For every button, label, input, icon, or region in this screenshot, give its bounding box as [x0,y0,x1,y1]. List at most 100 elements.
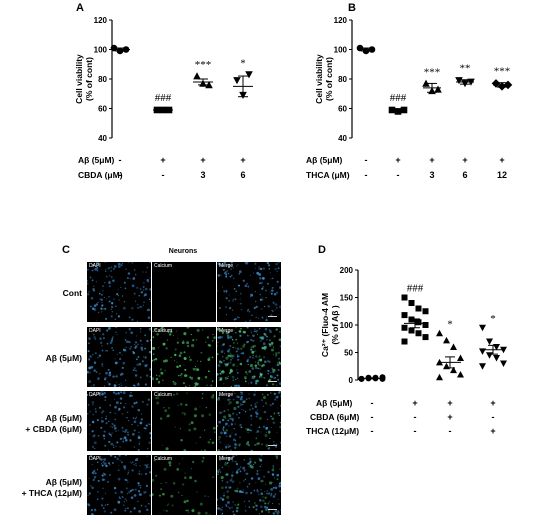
micrograph-row-label: Aβ (5μM) [12,353,82,364]
row-label-line1: Aβ (5μM) [45,413,82,423]
micrograph-tile: Calcium [152,455,216,515]
micrograph-texture [87,327,151,387]
micrograph-header: Neurons [168,248,198,255]
data-point [479,324,486,332]
condition-symbol: 6 [462,170,468,180]
y-tick-label: 120 [94,16,108,25]
cond-a-cbda-label: CBDA (μM) [78,170,123,180]
micrograph-tile: Merge [217,455,281,515]
data-point [500,360,507,367]
y-tick-label: 0 [349,376,354,385]
y-axis-label: Cell viability [314,54,324,104]
data-point [233,77,241,85]
y-tick-label: 40 [338,134,347,143]
significance-marker: ### [155,92,172,104]
y-axis-label-unit: (% of Aβ ) [330,305,340,345]
condition-symbol: + [240,155,246,165]
condition-symbol: - [118,170,122,180]
scale-bar [268,316,277,317]
micrograph-row-label: Cont [12,288,82,299]
y-tick-label: 80 [338,75,347,84]
condition-symbol: - [448,426,452,436]
data-point [486,352,493,359]
micrograph-texture [217,455,281,515]
data-point [457,354,464,361]
row-label-line1: Cont [62,288,82,298]
condition-symbol: - [118,155,122,165]
significance-marker: ### [407,283,424,295]
condition-symbol: + [462,155,468,165]
significance-marker: * [490,313,496,325]
micrograph-texture [217,391,281,451]
significance-marker: *** [494,66,511,78]
chart-b: 40 60 80 100 120 Cell viability (% of cont) ###… [314,16,513,143]
cond-b-thca-label: THCA (μM) [306,170,350,180]
data-point [408,316,415,323]
chart-a: 40 60 80 100 120 Cell viability (% of cont) ###… [74,16,253,143]
cond-b-abeta-label: Aβ (5μM) [306,155,343,165]
condition-symbol: - [364,170,368,180]
micrograph-texture [87,455,151,515]
y-tick-label: 40 [98,134,107,143]
condition-symbol: + [447,412,453,422]
y-tick-label: 50 [344,349,353,358]
condition-symbol: - [364,155,368,165]
data-point [401,312,408,319]
data-point [422,308,429,315]
row-label-line1: Aβ (5μM) [45,477,82,487]
condition-symbol: + [395,155,401,165]
micrograph-tile: DAPI [87,262,151,322]
scale-bar [268,445,277,446]
micrograph-tile: Merge [217,391,281,451]
data-point [401,338,408,345]
micrograph-texture [87,391,151,451]
data-point [450,343,457,350]
tile-channel-label: Merge [219,456,234,462]
micrograph-texture [217,262,281,322]
row-label-line2: + CBDA (6μM) [25,424,82,434]
y-axis-label-unit: (% of cont) [84,57,94,101]
data-point [205,81,213,89]
significance-marker: ### [390,92,407,104]
data-point [358,375,365,382]
condition-symbol: 12 [496,170,507,180]
micrograph-texture [217,327,281,387]
significance-marker: *** [195,59,212,71]
condition-symbol: 3 [429,170,435,180]
y-tick-label: 80 [98,75,107,84]
tile-channel-label: Calcium [154,392,173,398]
y-tick-label: 60 [338,105,347,114]
micrograph-texture [152,455,214,515]
scale-bar [268,509,277,510]
tile-channel-label: DAPI [89,328,101,334]
condition-symbol: - [396,170,400,180]
data-point [457,371,464,378]
y-tick-label: 150 [340,294,354,303]
condition-symbol: + [412,398,418,408]
condition-symbol: - [413,426,417,436]
data-point [408,327,415,334]
y-tick-label: 100 [334,46,348,55]
data-point [422,334,429,341]
data-point [245,71,253,79]
data-point [443,336,450,344]
tile-channel-label: Merge [219,263,234,269]
cond-d-abeta-label: Aβ (5μM) [316,398,353,408]
condition-symbol: + [160,155,166,165]
cond-a-abeta-label: Aβ (5μM) [78,155,115,165]
micrograph-texture [155,391,216,451]
y-tick-label: 60 [98,105,107,114]
condition-symbol: + [490,426,496,436]
condition-symbol: - [413,412,417,422]
chart-d: 0 50 100 150 200 Ca²⁺ (Fluo-4 AM (% of Aβ ) ###… [320,266,507,385]
condition-symbol: 6 [240,170,246,180]
data-point [422,79,430,87]
data-point [401,294,408,301]
tile-channel-label: DAPI [89,392,101,398]
panel-label-d: D [318,244,326,256]
micrograph-tile: DAPI [87,327,151,387]
data-point [415,319,422,326]
data-point [479,363,486,370]
y-tick-label: 120 [334,16,348,25]
micrograph-row-label: Aβ (5μM) + THCA (12μM) [12,477,82,499]
